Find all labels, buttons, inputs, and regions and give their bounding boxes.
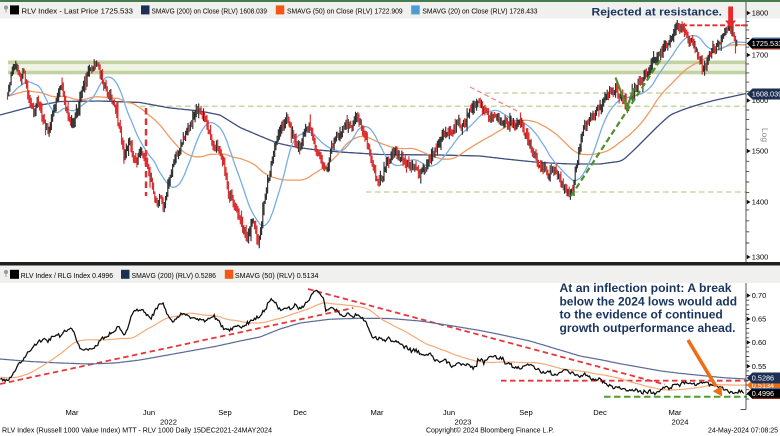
svg-text:SMAVG (50) (RLV) 0.5134: SMAVG (50) (RLV) 0.5134 bbox=[235, 271, 319, 280]
svg-text:24-May-2024 07:08:25: 24-May-2024 07:08:25 bbox=[708, 426, 778, 435]
svg-text:Mar: Mar bbox=[370, 408, 384, 417]
svg-text:0.70: 0.70 bbox=[752, 291, 766, 300]
svg-text:Copyright© 2024 Bloomberg Fina: Copyright© 2024 Bloomberg Finance L.P. bbox=[426, 426, 554, 435]
svg-text:RLV Index - Last Price 1725.53: RLV Index - Last Price 1725.533 bbox=[22, 6, 134, 15]
svg-text:2023: 2023 bbox=[455, 418, 472, 427]
svg-text:Jun: Jun bbox=[143, 408, 155, 417]
svg-text:1608.039: 1608.039 bbox=[752, 90, 780, 99]
svg-text:0.5286: 0.5286 bbox=[752, 374, 774, 383]
svg-text:1500: 1500 bbox=[752, 147, 768, 156]
svg-text:growth outperformance ahead.: growth outperformance ahead. bbox=[560, 321, 736, 335]
svg-text:SMAVG (50) on Close (RLV) 172: SMAVG (50) on Close (RLV) 1722.909 bbox=[287, 6, 403, 15]
svg-text:SMAVG (200) (RLV) 0.5286: SMAVG (200) (RLV) 0.5286 bbox=[132, 271, 217, 280]
svg-text:1800: 1800 bbox=[752, 9, 768, 18]
svg-text:0.65: 0.65 bbox=[752, 315, 766, 324]
svg-text:RLV Index / RLG Index 0.4996: RLV Index / RLG Index 0.4996 bbox=[21, 271, 113, 280]
svg-text:0.5134: 0.5134 bbox=[752, 381, 774, 390]
svg-text:At an inflection point: A brea: At an inflection point: A break bbox=[560, 281, 732, 295]
svg-text:Mar: Mar bbox=[65, 408, 79, 417]
svg-text:Jun: Jun bbox=[443, 408, 455, 417]
svg-text:0.60: 0.60 bbox=[752, 338, 766, 347]
svg-text:Mar: Mar bbox=[668, 408, 682, 417]
svg-text:SMAVG (200) on Close (RLV) 16: SMAVG (200) on Close (RLV) 1608.039 bbox=[152, 6, 268, 15]
svg-text:0.4996: 0.4996 bbox=[752, 389, 774, 398]
svg-text:1700: 1700 bbox=[752, 51, 768, 60]
svg-text:0.55: 0.55 bbox=[752, 362, 766, 371]
svg-text:2022: 2022 bbox=[160, 418, 177, 427]
svg-text:1400: 1400 bbox=[752, 198, 768, 207]
svg-text:1600: 1600 bbox=[752, 96, 768, 105]
svg-text:Log: Log bbox=[760, 128, 770, 142]
svg-text:SMAVG (20) on Close (RLV) 172: SMAVG (20) on Close (RLV) 1728.433 bbox=[422, 6, 537, 15]
svg-text:Rejected at resistance.: Rejected at resistance. bbox=[592, 7, 723, 19]
svg-text:2024: 2024 bbox=[672, 418, 689, 427]
svg-text:below the 2024 lows would add: below the 2024 lows would add bbox=[560, 294, 738, 308]
svg-text:RLV Index (Russell 1000 Value: RLV Index (Russell 1000 Value Index) MTT… bbox=[2, 426, 272, 435]
svg-text:1725.533: 1725.533 bbox=[752, 39, 780, 48]
svg-text:to the evidence of continued: to the evidence of continued bbox=[560, 308, 723, 322]
svg-text:Dec: Dec bbox=[293, 408, 307, 417]
svg-text:Sep: Sep bbox=[519, 408, 533, 417]
svg-text:Dec: Dec bbox=[593, 408, 607, 417]
svg-text:Sep: Sep bbox=[218, 408, 232, 417]
svg-text:1300: 1300 bbox=[752, 253, 768, 262]
